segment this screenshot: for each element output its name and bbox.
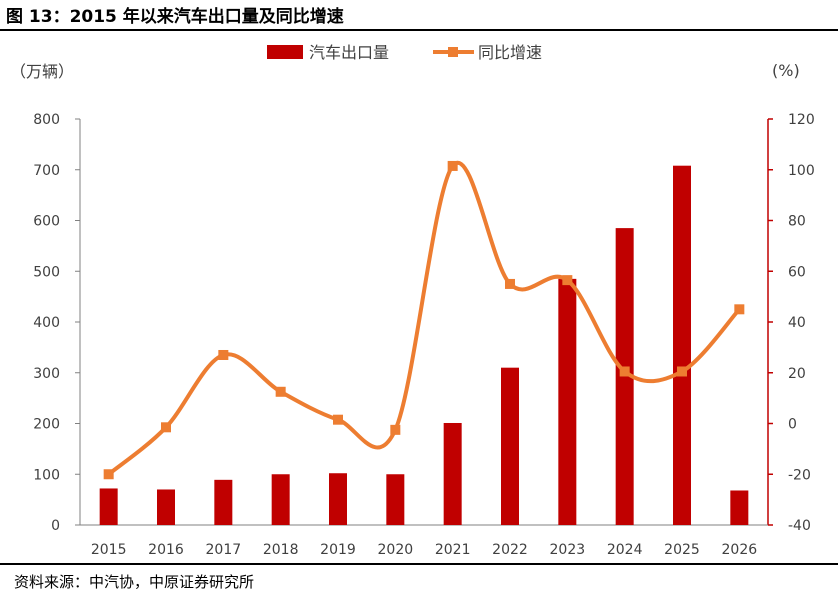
growth-rate-marker: [161, 422, 171, 433]
x-axis-tick-label: 2019: [320, 542, 356, 558]
x-axis-tick-label: 2024: [607, 542, 643, 558]
bar-export-volume: [214, 479, 233, 525]
x-axis-tick-label: 2017: [206, 542, 242, 558]
growth-rate-marker: [218, 349, 229, 360]
bottom-rule: [0, 563, 838, 565]
bar-export-volume: [99, 488, 118, 525]
right-axis-tick-label: -20: [788, 467, 811, 483]
legend-label-growth-rate: 同比增速: [478, 43, 542, 62]
growth-rate-marker: [103, 469, 114, 480]
left-axis-label: （万辆）: [10, 62, 74, 81]
x-axis-tick-label: 2018: [263, 542, 299, 558]
right-axis-tick-label: 120: [788, 112, 815, 128]
growth-rate-marker: [734, 304, 745, 315]
top-rule: [0, 29, 838, 31]
x-axis-tick-label: 2022: [492, 542, 528, 558]
growth-rate-line: [106, 160, 742, 477]
x-axis-tick-label: 2026: [722, 542, 758, 558]
right-axis-tick-label: 60: [788, 264, 806, 280]
legend-swatch-export-volume: [267, 45, 303, 59]
growth-rate-marker: [619, 366, 630, 377]
left-axis-tick-label: 400: [33, 315, 60, 331]
x-axis-tick-label: 2025: [664, 542, 700, 558]
bar-export-volume: [386, 474, 405, 525]
right-axis-tick-label: 0: [788, 417, 797, 433]
bar-export-volume: [558, 278, 577, 525]
bar-export-volume: [730, 490, 749, 525]
right-axis-tick-label: 40: [788, 315, 806, 331]
growth-rate-marker: [275, 386, 286, 397]
bar-export-volume: [329, 473, 347, 525]
x-axis-tick-label: 2016: [148, 542, 184, 558]
left-axis-tick-label: 500: [33, 264, 60, 280]
left-axis-tick-label: 700: [33, 163, 60, 179]
x-axis-tick-label: 2021: [435, 542, 471, 558]
right-axis-tick-label: 80: [788, 214, 806, 230]
bar-export-volume: [501, 367, 519, 525]
legend-label-export-volume: 汽车出口量: [309, 43, 389, 62]
left-axis-tick-label: 200: [33, 417, 60, 433]
right-axis-tick-label: 20: [788, 366, 806, 382]
bar-export-volume: [271, 474, 290, 525]
bar-export-volume: [443, 422, 462, 525]
x-axis-tick-label: 2023: [550, 542, 586, 558]
left-axis-tick-label: 100: [33, 467, 60, 483]
bar-export-volume: [157, 489, 175, 525]
growth-rate-marker: [447, 160, 458, 171]
x-axis-tick-label: 2015: [91, 542, 127, 558]
right-axis-label: (%): [772, 61, 800, 80]
bar-export-volume: [615, 228, 634, 526]
growth-rate-marker: [562, 275, 573, 286]
figure-title: 图 13：2015 年以来汽车出口量及同比增速: [6, 7, 344, 27]
growth-rate-marker: [333, 414, 343, 425]
left-axis-tick-label: 0: [51, 518, 60, 534]
legend-marker-growth-rate: [448, 47, 458, 57]
right-axis-tick-label: -40: [788, 518, 811, 534]
growth-rate-marker: [390, 424, 401, 435]
right-axis-tick-label: 100: [788, 163, 815, 179]
source-note: 资料来源：中汽协，中原证券研究所: [14, 573, 255, 591]
left-axis-tick-label: 600: [33, 214, 60, 230]
x-axis-tick-label: 2020: [378, 542, 414, 558]
growth-rate-marker: [677, 366, 687, 377]
bar-export-volume: [673, 165, 691, 525]
left-axis-tick-label: 300: [33, 366, 60, 382]
growth-rate-marker: [505, 278, 515, 289]
left-axis-tick-label: 800: [33, 112, 60, 128]
